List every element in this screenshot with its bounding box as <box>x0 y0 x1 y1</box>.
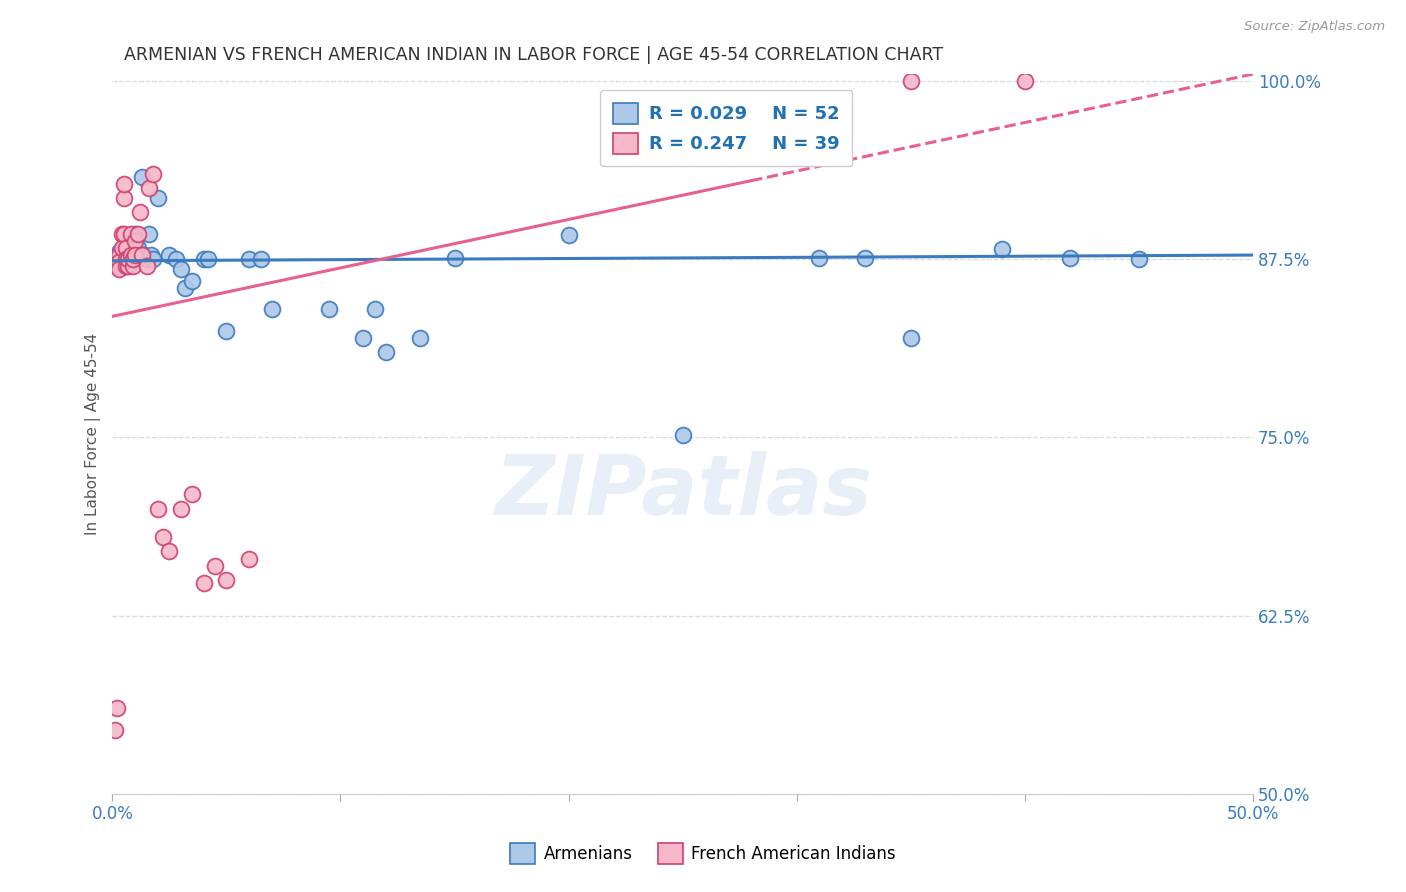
Point <box>238 551 260 566</box>
Point <box>127 241 149 255</box>
Point <box>117 252 139 267</box>
Point <box>152 530 174 544</box>
Point <box>110 227 132 241</box>
Point <box>197 252 219 267</box>
Point <box>215 573 238 587</box>
Point <box>1059 251 1081 265</box>
Point <box>900 74 922 88</box>
Point <box>249 252 271 267</box>
Point <box>108 245 131 260</box>
Point <box>170 501 193 516</box>
Point <box>115 260 138 274</box>
Point <box>146 191 169 205</box>
Point <box>443 251 465 265</box>
Point <box>128 205 150 219</box>
Point <box>238 252 260 267</box>
Point <box>112 245 135 260</box>
Point <box>105 252 128 267</box>
Point <box>122 252 145 267</box>
Point <box>142 167 165 181</box>
Point <box>124 234 146 248</box>
Point <box>124 234 146 248</box>
Point <box>112 227 135 241</box>
Point <box>134 248 156 262</box>
Point <box>104 252 127 267</box>
Legend: R = 0.029    N = 52, R = 0.247    N = 39: R = 0.029 N = 52, R = 0.247 N = 39 <box>600 90 852 166</box>
Point <box>115 245 138 260</box>
Point <box>375 345 398 359</box>
Point <box>115 252 138 267</box>
Point <box>117 252 139 267</box>
Point <box>120 248 142 262</box>
Point <box>105 252 128 267</box>
Point <box>138 227 160 241</box>
Point <box>104 723 127 737</box>
Point <box>181 274 204 288</box>
Point <box>159 248 181 262</box>
Point <box>557 228 579 243</box>
Point <box>108 248 131 262</box>
Point <box>159 544 181 558</box>
Point <box>110 252 132 267</box>
Point <box>1128 252 1150 267</box>
Point <box>124 248 146 262</box>
Text: Source: ZipAtlas.com: Source: ZipAtlas.com <box>1244 20 1385 33</box>
Point <box>352 331 374 345</box>
Text: ZIPatlas: ZIPatlas <box>494 451 872 532</box>
Point <box>672 427 695 442</box>
Point <box>117 260 139 274</box>
Point <box>128 248 150 262</box>
Point <box>110 241 132 255</box>
Point <box>120 227 142 241</box>
Point <box>115 241 138 255</box>
Point <box>141 248 163 262</box>
Legend: Armenians, French American Indians: Armenians, French American Indians <box>503 837 903 871</box>
Point <box>170 262 193 277</box>
Point <box>112 191 135 205</box>
Point <box>193 252 215 267</box>
Point <box>135 260 157 274</box>
Point <box>131 169 153 184</box>
Text: ARMENIAN VS FRENCH AMERICAN INDIAN IN LABOR FORCE | AGE 45-54 CORRELATION CHART: ARMENIAN VS FRENCH AMERICAN INDIAN IN LA… <box>124 46 943 64</box>
Point <box>120 241 142 255</box>
Point <box>110 245 132 260</box>
Y-axis label: In Labor Force | Age 45-54: In Labor Force | Age 45-54 <box>86 333 101 535</box>
Point <box>112 177 135 191</box>
Point <box>122 252 145 267</box>
Point <box>127 227 149 241</box>
Point <box>135 252 157 267</box>
Point <box>108 262 131 277</box>
Point <box>138 181 160 195</box>
Point <box>117 248 139 262</box>
Point <box>193 575 215 590</box>
Point <box>165 252 187 267</box>
Point <box>104 252 127 267</box>
Point <box>105 701 128 715</box>
Point <box>1014 74 1036 88</box>
Point <box>131 248 153 262</box>
Point <box>108 252 131 267</box>
Point <box>318 302 340 317</box>
Point <box>409 331 432 345</box>
Point <box>181 487 204 501</box>
Point <box>900 331 922 345</box>
Point <box>128 251 150 265</box>
Point <box>808 251 831 265</box>
Point <box>853 251 876 265</box>
Point <box>112 252 135 267</box>
Point <box>105 260 128 274</box>
Point <box>142 252 165 267</box>
Point <box>122 260 145 274</box>
Point <box>215 324 238 338</box>
Point <box>174 281 197 295</box>
Point <box>262 302 284 317</box>
Point <box>108 255 131 269</box>
Point <box>124 227 146 241</box>
Point <box>991 243 1014 257</box>
Point <box>204 558 226 573</box>
Point <box>122 248 145 262</box>
Point <box>146 501 169 516</box>
Point <box>120 234 142 248</box>
Point <box>364 302 387 317</box>
